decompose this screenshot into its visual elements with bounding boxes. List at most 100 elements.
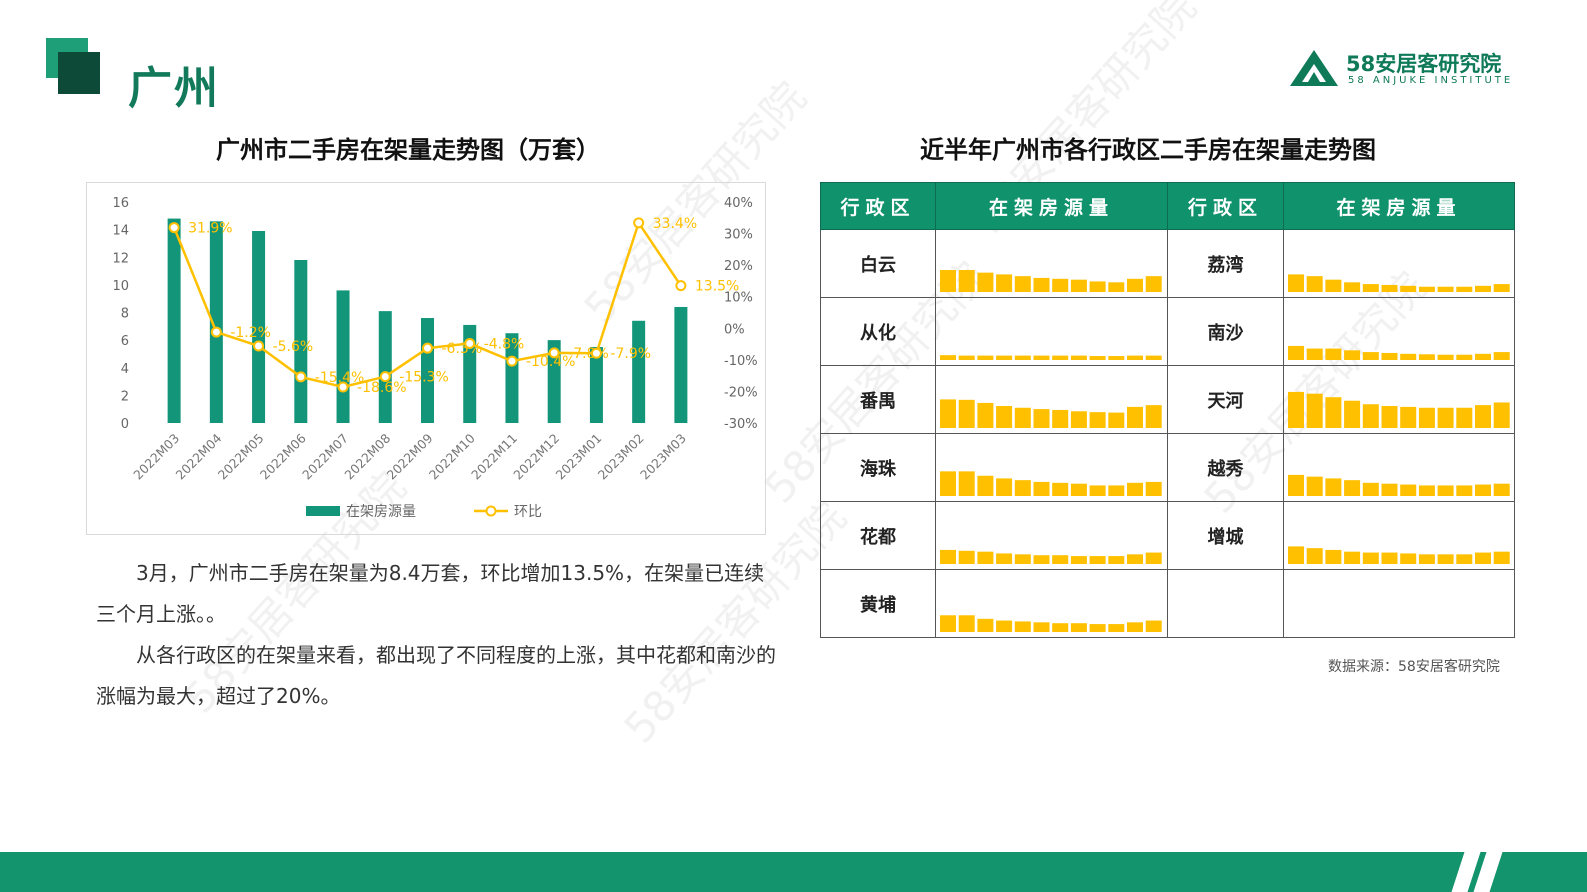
spark-bar xyxy=(1306,276,1323,292)
right-chart-title: 近半年广州市各行政区二手房在架量走势图 xyxy=(920,136,1376,164)
spark-bar xyxy=(940,270,956,292)
spark-bar xyxy=(1145,481,1162,496)
sparkline-cell xyxy=(935,229,1168,298)
spark-bar xyxy=(1033,622,1050,632)
spark-bar xyxy=(1089,624,1106,632)
spark-bar xyxy=(1381,483,1398,496)
spark-bar xyxy=(1475,405,1491,428)
bar xyxy=(547,340,561,423)
data-source: 数据来源：58安居客研究院 xyxy=(1328,659,1500,675)
sparkline-cell xyxy=(1283,501,1515,570)
spark-bar xyxy=(1344,480,1361,496)
spark-bar xyxy=(1418,554,1435,564)
spark-bar xyxy=(977,272,994,292)
data-label: 13.5% xyxy=(695,279,739,295)
spark-bar xyxy=(958,550,975,564)
bar xyxy=(463,324,477,423)
spark-bar xyxy=(1381,284,1398,292)
spark-bar xyxy=(1014,480,1031,496)
spark-bar xyxy=(1089,356,1106,360)
spark-bar xyxy=(1475,484,1491,496)
spark-bar xyxy=(1362,482,1379,496)
logo-triangle-icon xyxy=(1290,50,1338,86)
right-axis-tick-label: 10% xyxy=(724,291,753,306)
spark-bar xyxy=(1089,281,1106,292)
spark-bar xyxy=(1033,555,1050,564)
spark-bar xyxy=(1070,279,1087,292)
right-axis-tick-label: -20% xyxy=(724,385,758,400)
mom-point xyxy=(422,342,433,354)
sparkline xyxy=(1288,391,1510,428)
spark-bar xyxy=(1014,554,1031,564)
district-name: 南沙 xyxy=(1167,297,1284,366)
data-label: 33.4% xyxy=(653,216,697,232)
spark-bar xyxy=(940,549,956,564)
bar xyxy=(505,333,519,423)
spark-bar xyxy=(1052,355,1069,360)
sparkline xyxy=(940,399,1162,428)
spark-bar xyxy=(977,618,994,632)
spark-bar xyxy=(1325,478,1342,496)
spark-bar xyxy=(1145,620,1162,632)
header-listing-1: 在架房源量 xyxy=(935,182,1168,230)
sparkline xyxy=(940,270,1162,292)
bar xyxy=(209,221,223,423)
left-axis-tick-label: 0 xyxy=(121,417,129,432)
spark-bar xyxy=(1475,285,1491,292)
spark-bar xyxy=(1108,282,1125,292)
spark-bar xyxy=(1127,482,1143,496)
spark-bar xyxy=(1456,354,1473,360)
spark-bar xyxy=(1014,276,1031,292)
sparkline xyxy=(1288,345,1510,360)
spark-bar xyxy=(1493,483,1510,496)
page-title: 广州 xyxy=(128,63,220,114)
mom-point xyxy=(210,326,222,338)
title-decoration-dark xyxy=(58,52,100,94)
sparkline xyxy=(940,471,1162,496)
sparkline-cell xyxy=(1283,433,1515,502)
sparkline-cell xyxy=(935,433,1168,502)
footer-bar xyxy=(0,852,1587,892)
mom-point xyxy=(253,340,265,352)
table-header-row: 行政区 在架房源量 行政区 在架房源量 xyxy=(820,182,1515,230)
table-row: 黄埔 xyxy=(820,569,1515,638)
spark-bar xyxy=(1127,406,1143,428)
x-tick-label: 2023M03 xyxy=(637,431,689,483)
spark-bar xyxy=(1400,484,1417,496)
header-district-2: 行政区 xyxy=(1167,182,1284,230)
spark-bar xyxy=(1381,352,1398,360)
spark-bar xyxy=(1089,485,1106,496)
spark-bar xyxy=(1381,406,1398,428)
spark-bar xyxy=(1493,284,1510,292)
spark-bar xyxy=(1362,352,1379,360)
left-axis-tick-label: 10 xyxy=(112,279,129,294)
spark-bar xyxy=(1381,552,1398,564)
data-label: -15.3% xyxy=(399,370,449,386)
left-chart-title: 广州市二手房在架量走势图（万套） xyxy=(216,136,600,164)
paragraph-2: 从各行政区的在架量来看，都出现了不同程度的上涨，其中花都和南沙的涨幅为最大，超过… xyxy=(96,643,776,708)
spark-bar xyxy=(1288,345,1304,360)
data-label: -5.6% xyxy=(273,339,314,355)
spark-bar xyxy=(940,355,956,360)
spark-bar xyxy=(1288,391,1304,428)
data-label: -18.6% xyxy=(357,380,407,396)
bar xyxy=(378,311,392,423)
sparkline-cell xyxy=(935,501,1168,570)
spark-bar xyxy=(1344,400,1361,428)
data-label: -10.4% xyxy=(526,354,576,370)
sparkline xyxy=(1288,546,1510,564)
right-axis-tick-label: 40% xyxy=(724,196,753,211)
chart-frame xyxy=(86,182,766,535)
spark-bar xyxy=(958,615,975,632)
district-name: 番禺 xyxy=(820,365,936,434)
district-name: 越秀 xyxy=(1167,433,1284,502)
spark-bar xyxy=(1033,409,1050,428)
spark-bar xyxy=(1475,552,1491,564)
spark-bar xyxy=(996,478,1013,496)
spark-bar xyxy=(1437,354,1454,360)
spark-bar xyxy=(940,471,956,496)
spark-bar xyxy=(1108,356,1125,360)
data-label: -1.2% xyxy=(230,325,271,341)
district-name: 花都 xyxy=(820,501,936,570)
bar xyxy=(589,347,603,423)
